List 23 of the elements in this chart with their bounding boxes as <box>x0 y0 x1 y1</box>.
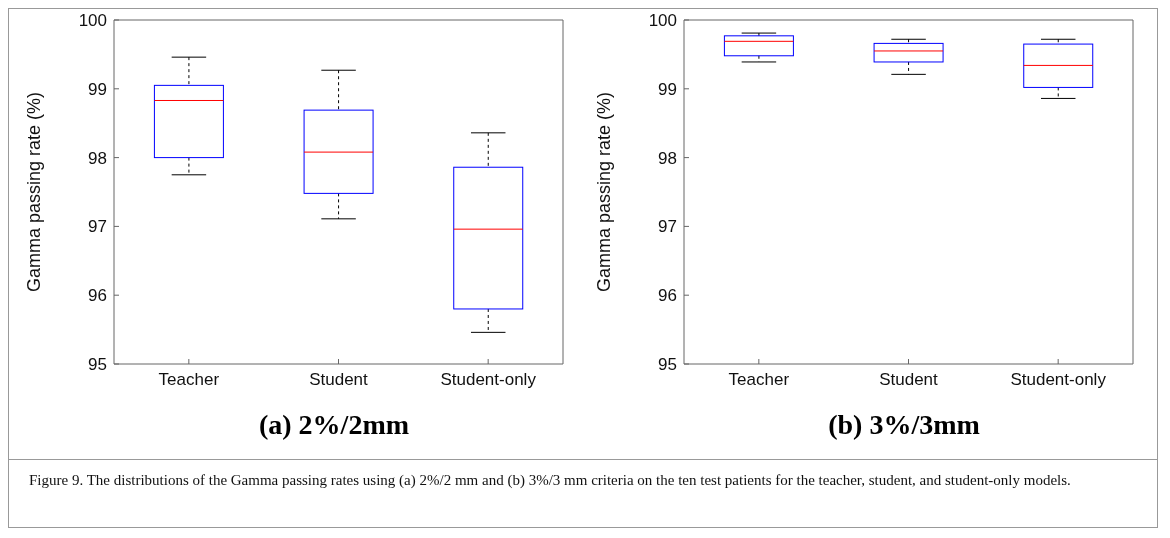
y-tick-label: 96 <box>658 286 677 306</box>
y-tick-label: 98 <box>658 148 677 168</box>
y-tick-label: 98 <box>88 148 107 168</box>
y-tick-label: 100 <box>648 11 677 31</box>
y-axis-title: Gamma passing rate (%) <box>24 91 45 293</box>
x-tick-label: Student <box>309 370 369 390</box>
y-tick-label: 96 <box>88 286 107 306</box>
x-tick-label: Student <box>879 370 939 390</box>
x-tick-label: Student-only <box>1010 370 1107 390</box>
y-tick-label: 97 <box>88 217 107 237</box>
x-tick-label: Teacher <box>728 370 790 390</box>
text: (b) 3%/3mm <box>827 409 981 441</box>
y-tick-label: 99 <box>658 79 677 99</box>
y-tick-label: 100 <box>78 11 107 31</box>
y-tick-label: 99 <box>88 79 107 99</box>
y-axis-title: Gamma passing rate (%) <box>594 91 615 293</box>
y-tick-label: 97 <box>658 217 677 237</box>
y-tick-label: 95 <box>658 355 677 375</box>
caption: Figure 9. The distributions of the Gamma passing rates using (a) 2%/2 mm and (b) 3%/3 mm criteria on the ten test patients for the teacher, student, and student-only models. <box>29 472 1072 489</box>
x-tick-label: Teacher <box>158 370 220 390</box>
y-tick-label: 95 <box>88 355 107 375</box>
text: (a) 2%/2mm <box>257 409 411 441</box>
x-tick-label: Student-only <box>440 370 537 390</box>
